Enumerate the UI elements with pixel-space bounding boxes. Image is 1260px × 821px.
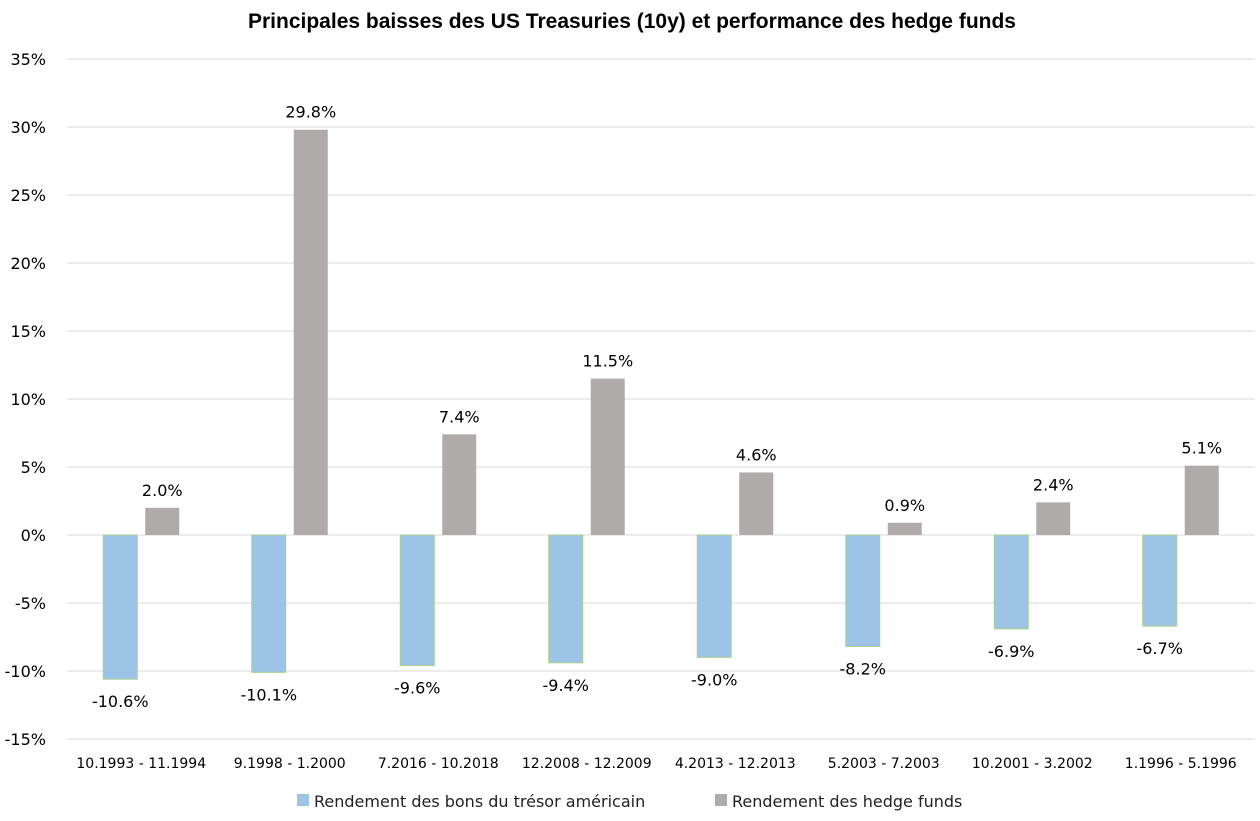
bar-treasury [251,534,287,673]
data-label-treasury: -9.4% [543,676,589,695]
y-tick-label: 10% [10,390,46,409]
data-label-hedge-funds: 11.5% [582,352,633,371]
x-tick-label: 10.2001 - 3.2002 [972,756,1093,772]
bar-treasury [102,534,138,680]
bar-hedge-funds [887,522,922,535]
bar-hedge-funds [1184,465,1219,535]
y-tick-label: -15% [5,730,46,749]
bar-hedge-funds [442,434,477,535]
legend-label: Rendement des bons du trésor américain [314,792,645,811]
x-tick-label: 4.2013 - 12.2013 [675,756,796,772]
gridlines [67,58,1255,740]
data-label-hedge-funds: 0.9% [884,496,925,515]
y-tick-label: 15% [10,322,46,341]
legend-swatch [715,794,727,806]
data-label-hedge-funds: 29.8% [285,103,336,122]
bar-treasury [993,534,1029,630]
bar-hedge-funds [590,378,625,535]
legend-label: Rendement des hedge funds [732,792,962,811]
bar-treasury [696,534,732,658]
bar-hedge-funds [1036,502,1071,535]
data-label-treasury: -6.7% [1137,639,1183,658]
x-tick-label: 10.1993 - 11.1994 [76,756,206,772]
x-tick-label: 5.2003 - 7.2003 [828,756,940,772]
bar-treasury [548,534,584,664]
y-tick-label: -5% [15,594,46,613]
data-label-treasury: -10.1% [240,685,297,704]
data-label-hedge-funds: 7.4% [439,407,480,426]
y-tick-label: 30% [10,118,46,137]
x-axis: 10.1993 - 11.1994 9.1998 - 1.2000 7.2016 -… [76,756,1236,772]
y-axis: 35% 30% 25% 20% 15% 10% 5% 0% -5% -10% -15% [5,50,46,749]
data-label-treasury: -6.9% [988,642,1034,661]
y-tick-label: 20% [10,254,46,273]
legend-swatch [297,794,309,806]
x-tick-label: 7.2016 - 10.2018 [378,756,499,772]
data-label-hedge-funds: 4.6% [736,445,777,464]
data-label-hedge-funds: 2.0% [142,481,183,500]
bar-treasury [1142,534,1178,627]
y-tick-label: 5% [21,458,46,477]
bar-hedge-funds [293,129,328,535]
data-label-treasury: -10.6% [92,692,149,711]
data-label-treasury: -9.6% [394,679,440,698]
bar-hedge-funds [145,507,180,535]
y-tick-label: 0% [21,526,46,545]
y-tick-label: 25% [10,186,46,205]
bar-treasury [845,534,881,648]
data-label-treasury: -9.0% [691,670,737,689]
data-label-treasury: -8.2% [840,660,886,679]
chart-title: Principales baisses des US Treasuries (1… [248,10,1016,33]
bar-treasury [399,534,435,667]
x-tick-label: 9.1998 - 1.2000 [234,756,346,772]
bar-hedge-funds [739,472,774,535]
x-tick-label: 12.2008 - 12.2009 [522,756,652,772]
legend: Rendement des bons du trésor américain Re… [297,792,962,811]
data-label-hedge-funds: 2.4% [1033,475,1074,494]
data-label-hedge-funds: 5.1% [1181,439,1222,458]
y-tick-label: 35% [10,50,46,69]
y-tick-label: -10% [5,662,46,681]
x-tick-label: 1.1996 - 5.1996 [1125,756,1237,772]
bars: -10.6% 2.0% -10.1% 29.8% -9.6% 7.4% -9.4% 11.5%… [92,103,1222,711]
